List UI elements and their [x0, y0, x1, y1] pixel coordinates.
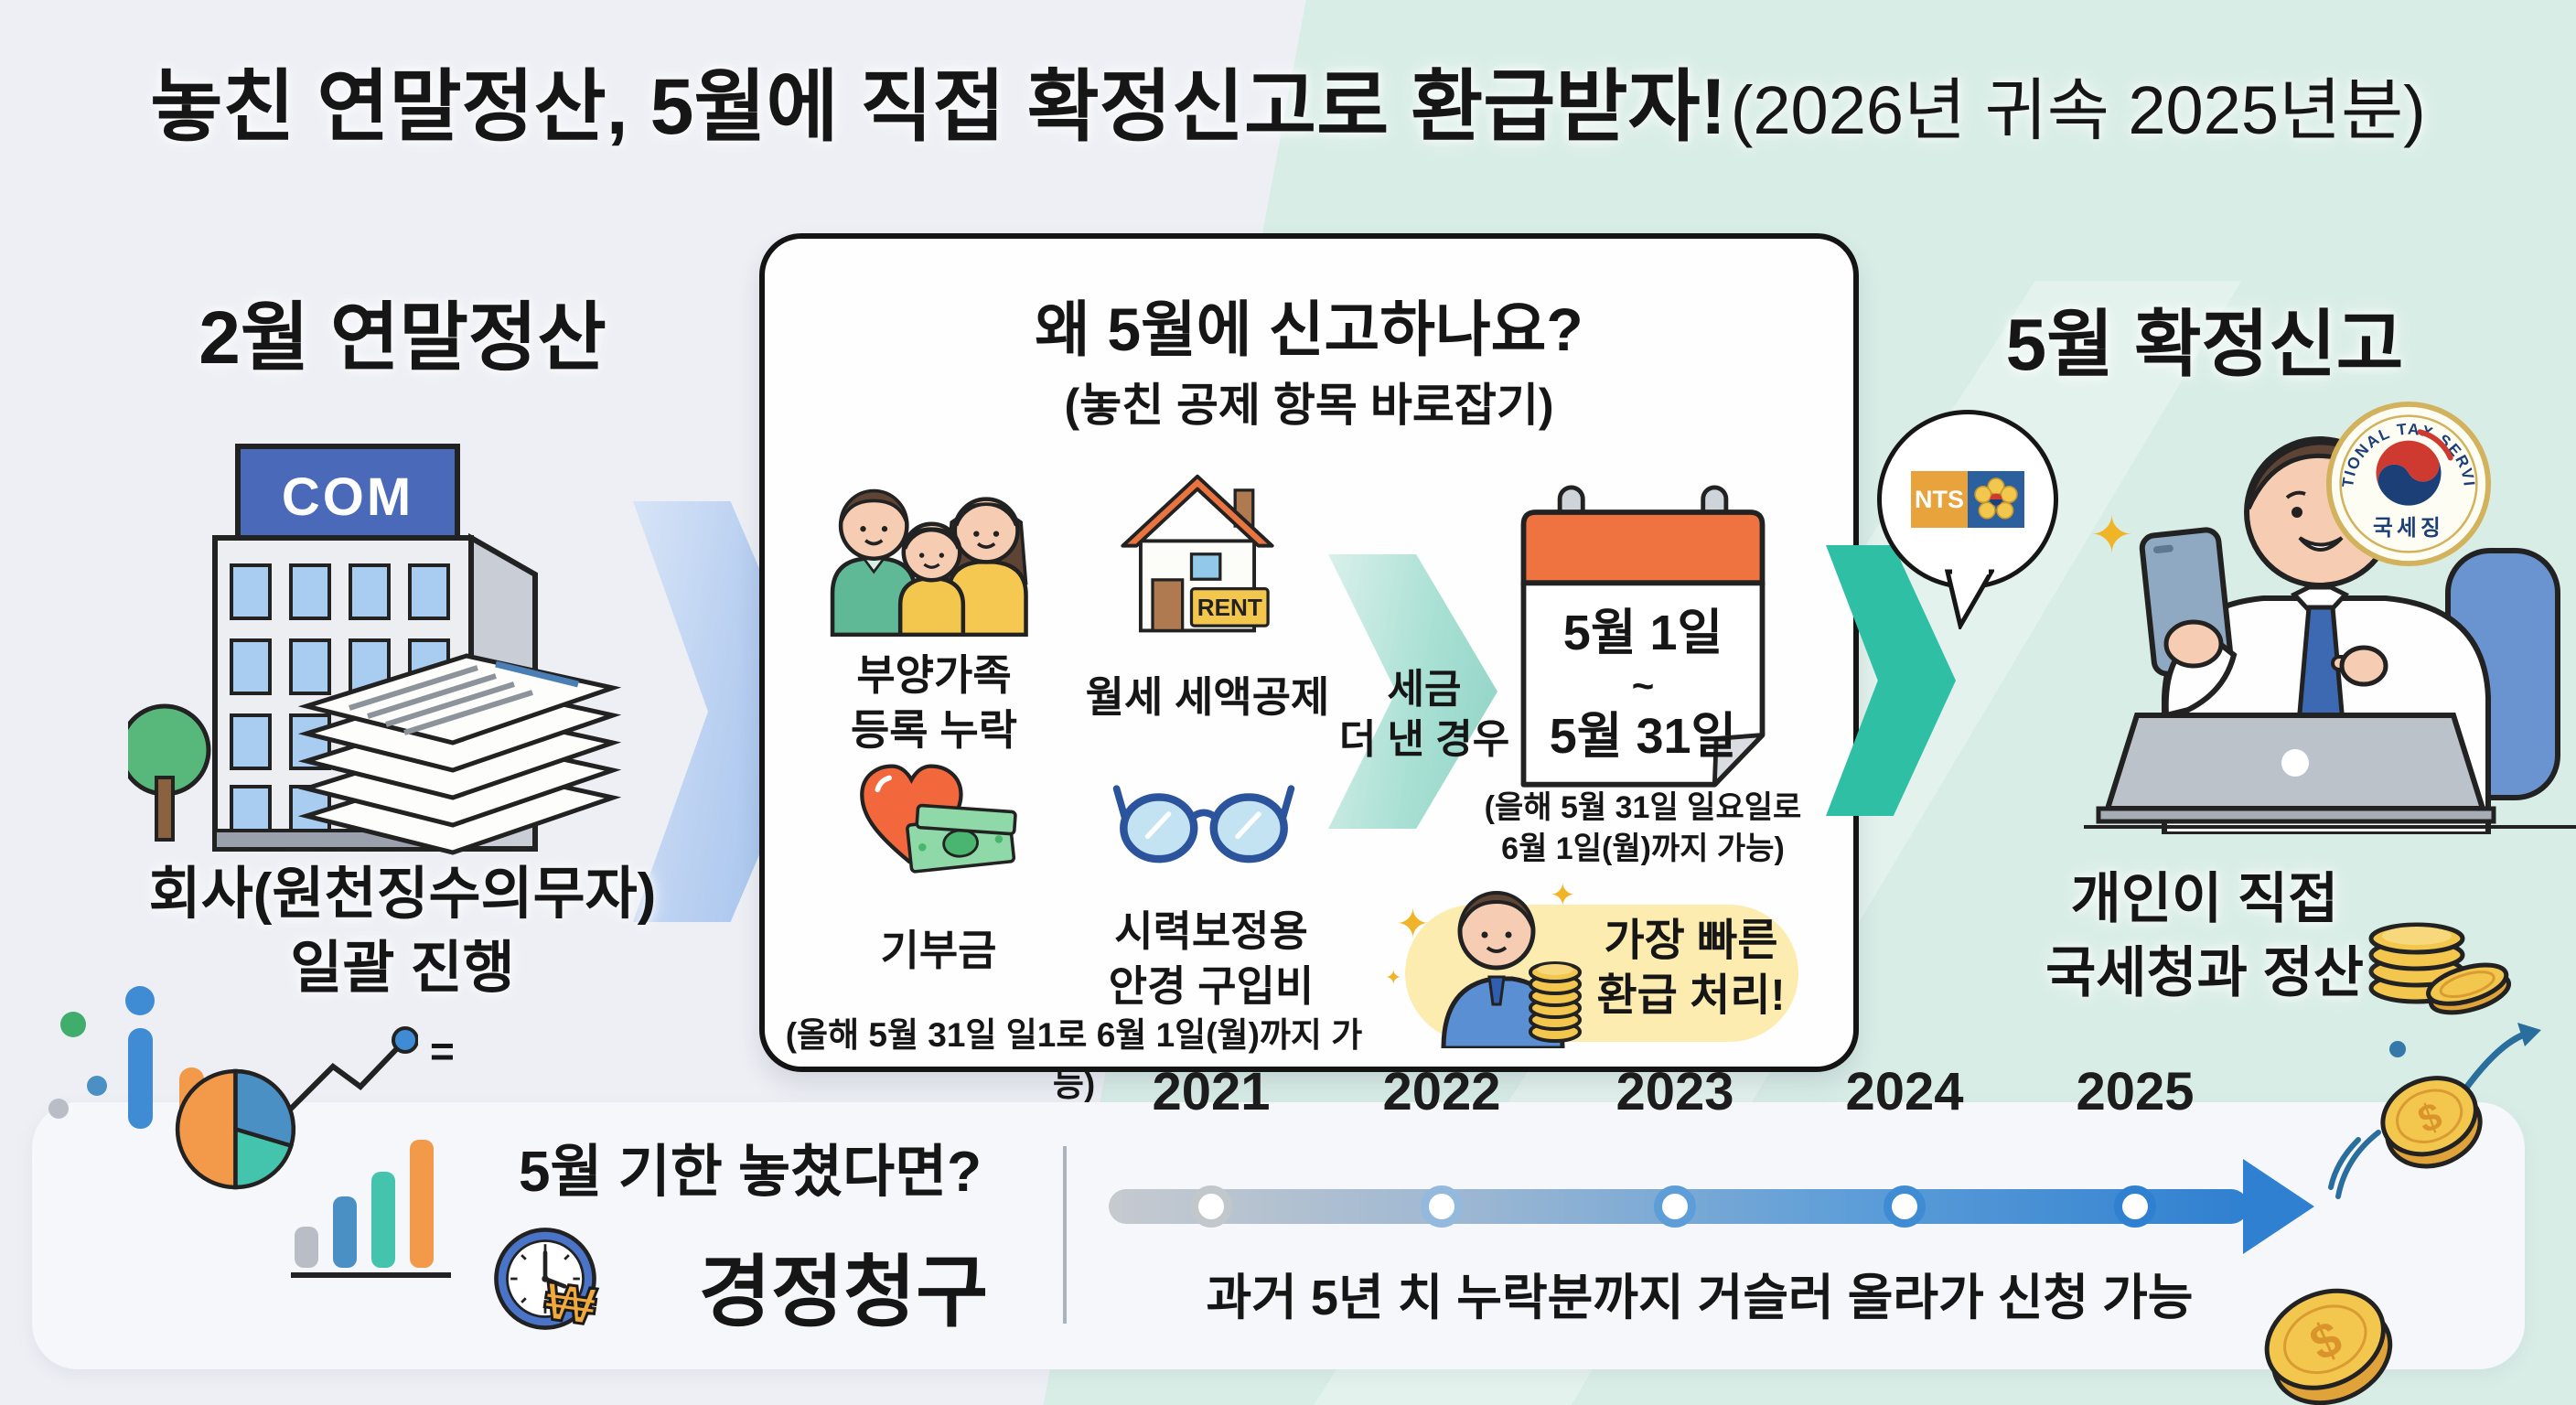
glasses-label-line2: 안경 구입비: [1108, 961, 1315, 1010]
timeline-year: 2025: [2076, 1062, 2195, 1121]
individual-filing-line1: 개인이 직접: [2070, 868, 2339, 929]
clock-icon: [494, 1228, 596, 1330]
card-footnote: (올해 5월 31일 일1로 6월 1일(월)까지 가능): [785, 1016, 1363, 1103]
glasses-label-line1: 시력보정용: [1114, 907, 1308, 955]
national-tax-service-stamp: NATIONAL TAX SERVICE 국세징: [2324, 399, 2492, 567]
calendar-note: (을해 5월 31일 일요일로 6월 1일(월)까지 가능): [1469, 788, 1817, 870]
calendar-tilde: ~: [1631, 663, 1655, 707]
nts-logo-text: NTS: [1915, 485, 1964, 513]
individual-filing-line2: 국세청과 정산: [2045, 942, 2364, 1003]
dependents-label: 부양가족 등록 누락: [783, 649, 1085, 758]
fast-refund-line2: 환급 처리!: [1596, 971, 1786, 1020]
donation-label: 기부금: [880, 927, 997, 974]
sparkle-icon: ✦: [1385, 966, 1402, 989]
timeline-year: 2023: [1615, 1062, 1734, 1121]
company-caption: 회사(원천징수의무자) 일괄 진행: [55, 858, 750, 1005]
bar-chart-icon: [291, 1140, 451, 1278]
company-building-icon: COM: [128, 444, 622, 855]
sparkle-icon: ✦: [2090, 506, 2133, 563]
timeline-year: 2022: [1382, 1062, 1501, 1121]
company-caption-line1: 회사(원천징수의무자): [148, 863, 657, 926]
timeline-node-2024: [1884, 1185, 1926, 1228]
missed-deadline-question: 5월 기한 놓쳤다면?: [518, 1141, 982, 1204]
trend-line-icon: [287, 1026, 418, 1112]
correction-claim-label: 경정청구: [698, 1249, 989, 1336]
clerk-with-coins-icon: [1441, 891, 1582, 1048]
dollar-coin-large-icon: $: [2264, 1288, 2393, 1405]
page-title-suffix: (2026년 귀속 2025년분): [1730, 72, 2426, 148]
paper-stack-icon: [297, 653, 622, 855]
tax-case-line2: 더 낸 경우: [1338, 717, 1510, 762]
sparkle-icon: ✦: [1396, 902, 1430, 947]
calendar-note-line2: 6월 1일(월)까지 가능): [1501, 831, 1785, 866]
nts-logo-flower-block: [1968, 471, 2024, 528]
tax-case-label: 세금 더 낸 경우: [1310, 664, 1539, 765]
timeline-caption: 과거 5년 치 누락분까지 거슬러 올라가 신청 가능: [1206, 1271, 2194, 1325]
dependents-family-icon: [830, 488, 1028, 637]
nts-speech-bubble: NTS: [1877, 410, 2058, 589]
vertical-divider: [1063, 1146, 1067, 1324]
motion-arcs-decoration: [2328, 1130, 2381, 1199]
timeline-node-2025: [2114, 1185, 2156, 1228]
rent-label: 월세 세액공제: [1085, 673, 1330, 721]
feb-settlement-heading: 2월 연말정산: [199, 296, 606, 380]
calendar-note-line1: (을해 5월 31일 일요일로: [1484, 790, 1802, 825]
glasses-icon: [1112, 785, 1295, 863]
rent-sign-text: RENT: [1197, 594, 1262, 621]
calendar-date-start: 5월 1일: [1562, 606, 1723, 660]
nts-logo-text-block: NTS: [1911, 471, 1968, 528]
nts-logo: NTS: [1911, 471, 2024, 528]
may-filing-heading: 5월 확정신고: [2005, 304, 2404, 385]
company-caption-line2: 일괄 진행: [290, 936, 515, 1000]
won-symbol-icon: ₩: [540, 1270, 600, 1338]
page-title-main: 놓친 연말정산, 5월에 직접 확정신고로 환급받자!: [150, 63, 1727, 151]
building-sign-text: COM: [282, 467, 413, 527]
donation-heart-money-icon: [860, 764, 1017, 874]
fast-refund-label: 가장 빠른 환급 처리!: [1593, 914, 1789, 1024]
pie-chart-icon: [175, 1068, 296, 1190]
speech-bubble-tail: [1945, 569, 1994, 629]
mugunghwa-flower-icon: [1974, 477, 2018, 520]
calendar-dates: 5월 1일 ~ 5월 31일: [1524, 605, 1762, 767]
why-may-card: 왜 5월에 신고하나요? (놓친 공제 항목 바로잡기) 부양가족 등록 누락: [759, 233, 1859, 1103]
taegeuk-symbol: [2376, 429, 2453, 506]
fast-refund-line1: 가장 빠른: [1604, 917, 1778, 965]
bottom-band: [32, 1102, 2525, 1369]
timeline-node-2022: [1421, 1185, 1463, 1228]
timeline-node-2023: [1654, 1185, 1696, 1228]
timeline-year: 2024: [1845, 1062, 1964, 1121]
timeline-year: 2021: [1152, 1062, 1271, 1121]
card-heading: 왜 5월에 신고하나요?: [1035, 295, 1583, 363]
blue-dot-decoration: [2389, 1041, 2406, 1057]
may-calendar-icon: [1520, 485, 1766, 788]
stamp-center-text: 국세징: [2373, 516, 2444, 541]
timeline-arrowhead-icon: [2243, 1159, 2314, 1254]
card-subheading: (놓친 공제 항목 바로잡기): [1064, 380, 1554, 431]
dollar-coin-icon: $: [2380, 1076, 2483, 1169]
tax-case-line1: 세금: [1387, 667, 1462, 712]
rent-house-icon: RENT: [1121, 474, 1274, 633]
falling-coin-icon: [2426, 962, 2512, 1015]
glasses-label: 시력보정용 안경 구입비: [1056, 905, 1367, 1014]
page-title: 놓친 연말정산, 5월에 직접 확정신고로 환급받자! (2026년 귀속 20…: [0, 42, 2576, 156]
dependents-label-line2: 등록 누락: [850, 705, 1018, 754]
dependents-label-line1: 부양가족: [856, 651, 1012, 699]
up-arrow-decoration-icon: [2461, 1023, 2541, 1094]
equals-decoration: =: [430, 1027, 455, 1075]
individual-filing-caption: 개인이 직접 국세청과 정산: [2008, 862, 2401, 1010]
timeline-node-2021: [1190, 1185, 1232, 1228]
calendar-date-end: 5월 31일: [1549, 709, 1737, 765]
sparkle-icon: ✦: [1550, 878, 1576, 913]
